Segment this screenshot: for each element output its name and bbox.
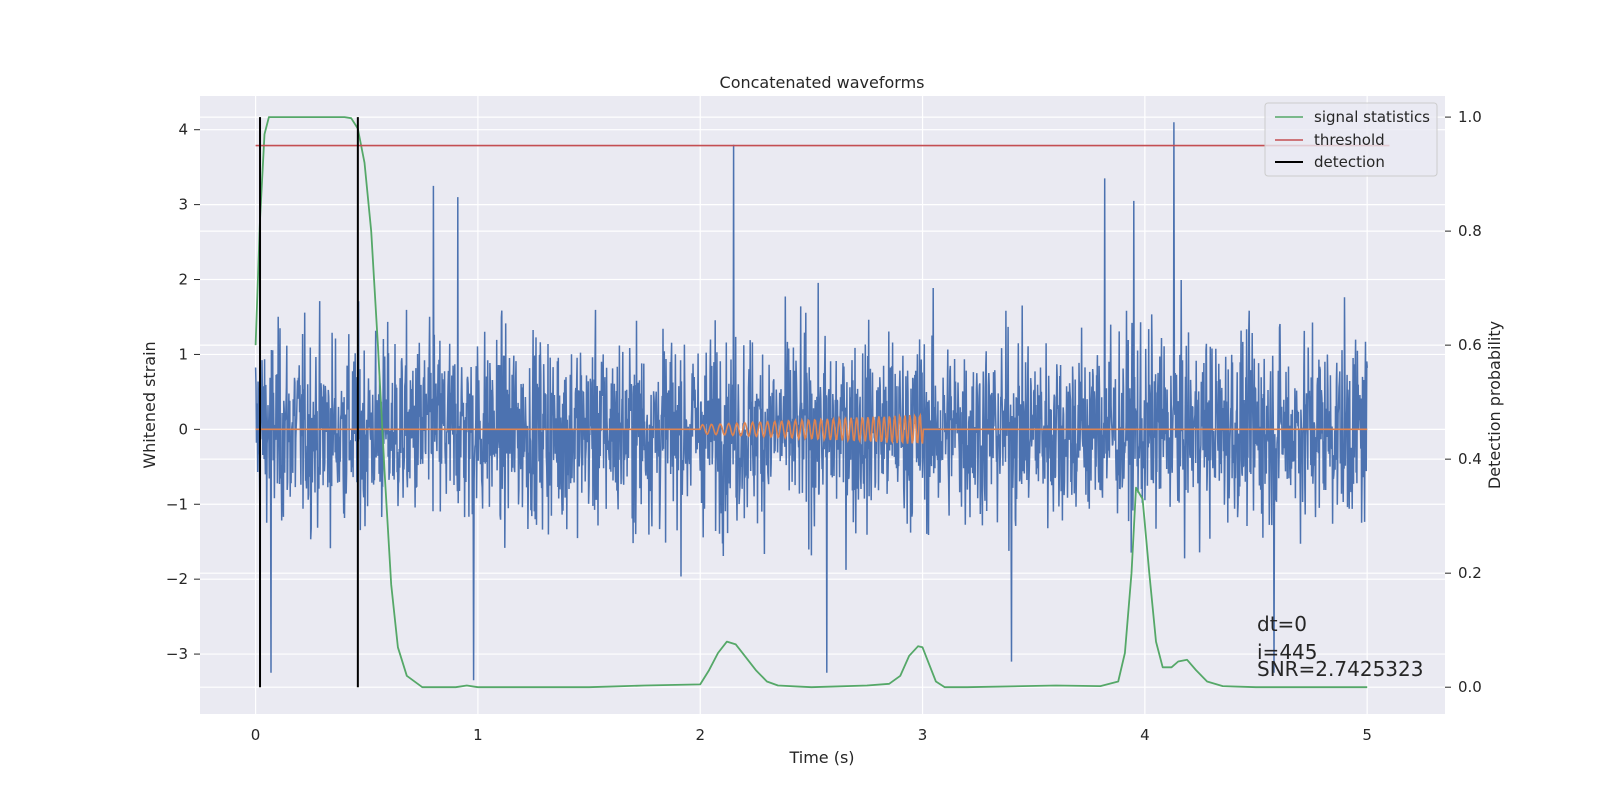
y-right-tick-label: 0.0 — [1458, 678, 1482, 696]
y-right-tick-label: 0.6 — [1458, 336, 1482, 354]
legend-label-detection: detection — [1314, 153, 1385, 171]
x-axis-label: Time (s) — [788, 748, 854, 767]
signal-statistics-line — [254, 116, 1368, 689]
y-right-tick-label: 0.8 — [1458, 222, 1482, 240]
y-left-tick-label: −1 — [166, 495, 188, 513]
x-tick-label: 1 — [473, 726, 483, 744]
noise-line — [254, 122, 1368, 681]
y-left-tick-label: 1 — [178, 345, 188, 363]
signal-statistics-series — [254, 116, 1368, 689]
chirp-series — [255, 412, 1368, 445]
y-axis-right: 0.0 0.2 0.4 0.6 0.8 1.0 — [1445, 108, 1482, 696]
annotation-block: dt=0 i=445 SNR=2.7425323 — [1257, 612, 1423, 681]
y-left-tick-label: 0 — [178, 420, 188, 438]
legend-label-threshold: threshold — [1314, 131, 1385, 149]
x-tick-label: 0 — [251, 726, 261, 744]
y-axis-left-label: Whitened strain — [140, 341, 159, 468]
x-tick-label: 2 — [695, 726, 705, 744]
annotation-dt: dt=0 — [1257, 612, 1307, 636]
y-left-tick-label: −2 — [166, 570, 188, 588]
x-tick-label: 5 — [1362, 726, 1372, 744]
y-right-tick-label: 0.2 — [1458, 564, 1482, 582]
y-left-tick-label: 3 — [178, 196, 188, 214]
legend-box — [1264, 102, 1438, 177]
detection-series — [259, 117, 359, 688]
legend-label-signal-statistics: signal statistics — [1314, 108, 1430, 126]
legend: signal statistics threshold detection — [1264, 102, 1438, 177]
y-left-tick-label: 4 — [178, 121, 188, 139]
x-axis: 0 1 2 3 4 5 — [251, 726, 1372, 744]
y-axis-right-label: Detection probability — [1485, 321, 1504, 489]
annotation-index: i=445 — [1257, 640, 1318, 664]
y-right-tick-label: 0.4 — [1458, 450, 1482, 468]
annotation-snr: SNR=2.7425323 — [1257, 657, 1423, 681]
y-left-tick-label: −3 — [166, 645, 188, 663]
y-right-tick-label: 1.0 — [1458, 108, 1482, 126]
y-axis-left: −3 −2 −1 0 1 2 3 4 — [166, 121, 200, 663]
noise-series — [254, 122, 1368, 681]
y-left-tick-label: 2 — [178, 271, 188, 289]
x-tick-label: 4 — [1140, 726, 1150, 744]
chart-title: Concatenated waveforms — [720, 73, 925, 92]
x-tick-label: 3 — [918, 726, 928, 744]
chirp-line — [255, 412, 1368, 445]
